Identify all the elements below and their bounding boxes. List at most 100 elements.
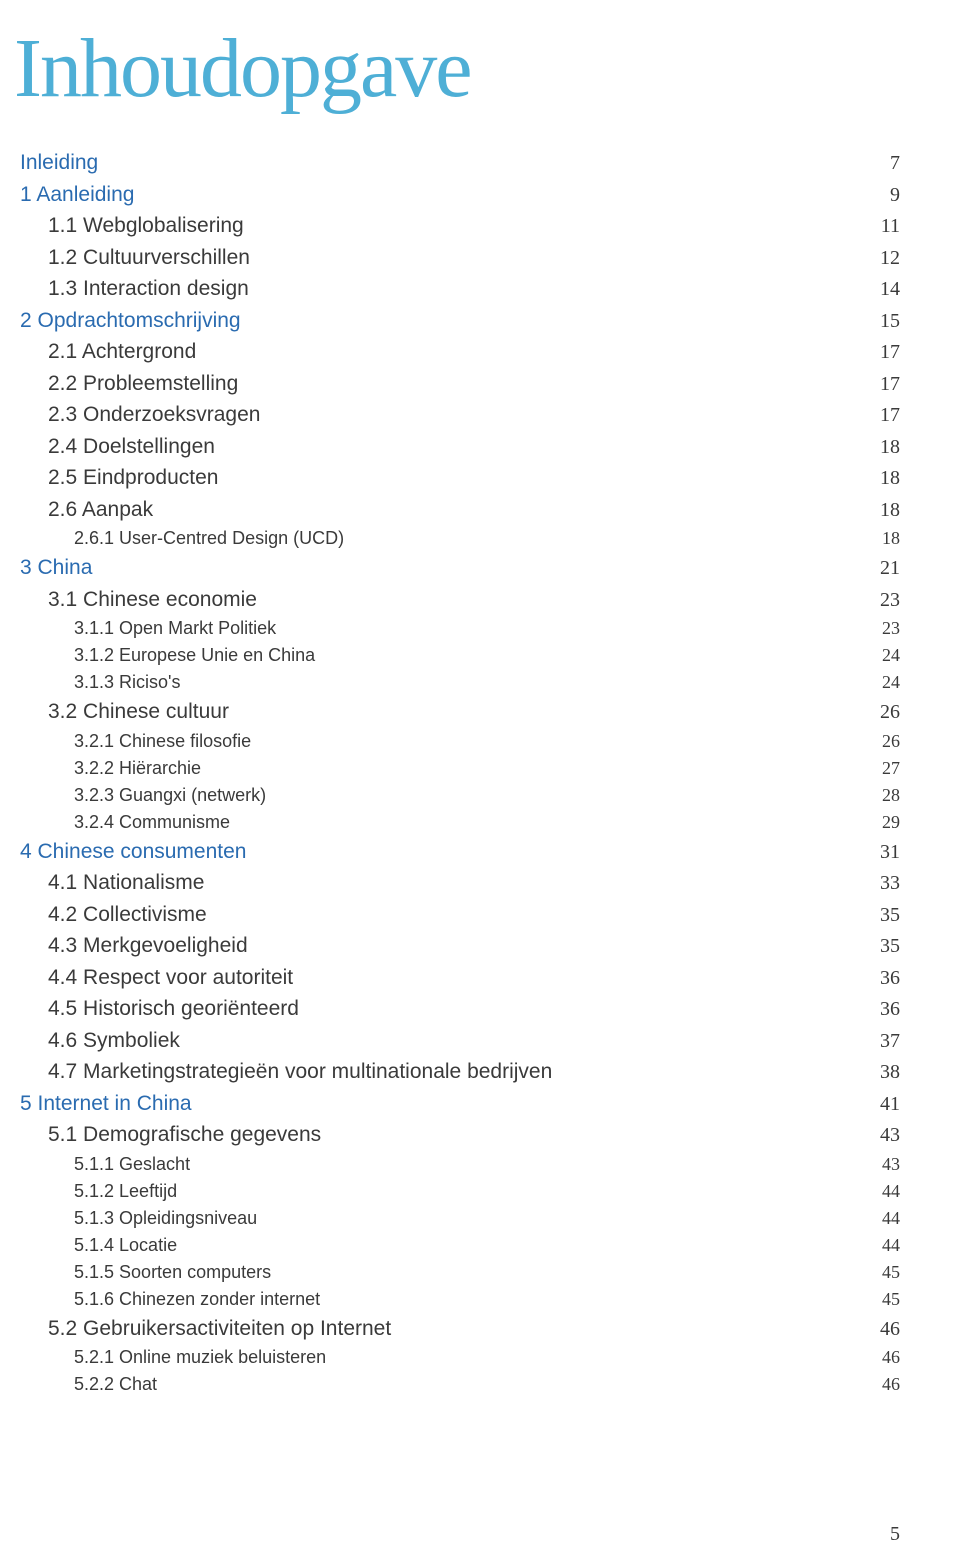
toc-entry: 3.2.4 Communisme 29 [20, 809, 900, 836]
toc-entry: 2.1 Achtergrond17 [20, 336, 900, 368]
toc-entry-label: 5.1.3 Opleidingsniveau [74, 1205, 862, 1232]
toc-entry-page: 35 [880, 900, 900, 930]
toc-entry: 5.1.3 Opleidingsniveau 44 [20, 1205, 900, 1232]
toc-entry: 4.1 Nationalisme 33 [20, 867, 900, 899]
toc-entry: 5.1.4 Locatie44 [20, 1232, 900, 1259]
toc-entry-label: 1.3 Interaction design [48, 273, 860, 305]
toc-entry-label: 3.1.1 Open Markt Politiek [74, 615, 862, 642]
toc-entry: 5.2.1 Online muziek beluisteren46 [20, 1344, 900, 1371]
toc-entry-page: 17 [880, 400, 900, 430]
toc-entry-label: 2.4 Doelstellingen [48, 431, 860, 463]
toc-entry: 2.6.1 User-Centred Design (UCD) 18 [20, 525, 900, 552]
page-title: Inhoudopgave [14, 20, 900, 117]
toc-entry-label: 5.1.6 Chinezen zonder internet [74, 1286, 862, 1313]
toc-entry-label: 2.3 Onderzoeksvragen [48, 399, 860, 431]
toc-entry-label: 4.1 Nationalisme [48, 867, 860, 899]
toc-entry-page: 23 [882, 615, 900, 642]
toc-entry: 2.6 Aanpak18 [20, 494, 900, 526]
toc-entry: 4.6 Symboliek37 [20, 1025, 900, 1057]
toc-entry-page: 36 [880, 963, 900, 993]
toc-entry-page: 21 [880, 553, 900, 583]
toc-entry: 3.2.3 Guangxi (netwerk) 28 [20, 782, 900, 809]
toc-entry-page: 44 [882, 1232, 900, 1259]
toc-entry: 3.1 Chinese economie 23 [20, 584, 900, 616]
toc-entry-page: 24 [882, 669, 900, 696]
toc-entry-label: 3.1.2 Europese Unie en China [74, 642, 862, 669]
toc-entry-page: 26 [882, 728, 900, 755]
toc-entry-label: 3.2.4 Communisme [74, 809, 862, 836]
toc-entry-page: 18 [882, 525, 900, 552]
toc-entry-page: 24 [882, 642, 900, 669]
toc-entry-page: 18 [880, 463, 900, 493]
toc-entry-page: 35 [880, 931, 900, 961]
toc-entry-page: 44 [882, 1205, 900, 1232]
toc-entry-page: 45 [882, 1286, 900, 1313]
toc-entry: 3.1.1 Open Markt Politiek 23 [20, 615, 900, 642]
toc-entry-label: 3.1.3 Riciso's [74, 669, 862, 696]
toc-entry-label: 3.2.3 Guangxi (netwerk) [74, 782, 862, 809]
toc-entry-page: 26 [880, 697, 900, 727]
toc-entry-page: 38 [880, 1057, 900, 1087]
toc-entry: 1 Aanleiding9 [20, 179, 900, 211]
toc-entry: 3.1.2 Europese Unie en China 24 [20, 642, 900, 669]
toc-entry-label: 2.6 Aanpak [48, 494, 860, 526]
toc-entry-label: 4.5 Historisch georiënteerd [48, 993, 860, 1025]
toc-entry-page: 28 [882, 782, 900, 809]
toc-entry-label: 5.2.2 Chat [74, 1371, 862, 1398]
toc-entry: Inleiding 7 [20, 147, 900, 179]
toc-entry-label: Inleiding [20, 147, 870, 179]
toc-entry-label: 1.1 Webglobalisering [48, 210, 861, 242]
toc-entry-page: 46 [882, 1371, 900, 1398]
toc-entry: 2 Opdrachtomschrijving15 [20, 305, 900, 337]
toc-entry-label: 3.2.2 Hiërarchie [74, 755, 862, 782]
toc-entry: 1.2 Cultuurverschillen12 [20, 242, 900, 274]
toc-entry: 3.1.3 Riciso's 24 [20, 669, 900, 696]
toc-entry-label: 3 China [20, 552, 860, 584]
toc-entry-page: 46 [882, 1344, 900, 1371]
toc-entry-label: 2.2 Probleemstelling [48, 368, 860, 400]
toc-entry: 5.1 Demografische gegevens 43 [20, 1119, 900, 1151]
toc-entry: 2.5 Eindproducten18 [20, 462, 900, 494]
toc-entry: 3.2.1 Chinese filosofie 26 [20, 728, 900, 755]
toc-entry: 4.3 Merkgevoeligheid35 [20, 930, 900, 962]
toc-entry-page: 17 [880, 369, 900, 399]
toc-entry-page: 33 [880, 868, 900, 898]
toc-entry: 5.1.2 Leeftijd44 [20, 1178, 900, 1205]
toc-entry: 2.2 Probleemstelling 17 [20, 368, 900, 400]
toc-entry-label: 4.4 Respect voor autoriteit [48, 962, 860, 994]
toc-entry-page: 17 [880, 337, 900, 367]
toc-entry: 2.3 Onderzoeksvragen 17 [20, 399, 900, 431]
toc-entry-label: 3.2.1 Chinese filosofie [74, 728, 862, 755]
toc-entry: 5.1.5 Soorten computers45 [20, 1259, 900, 1286]
toc-entry: 4.7 Marketingstrategieën voor multinatio… [20, 1056, 900, 1088]
toc-entry-page: 7 [890, 148, 900, 178]
toc-entry-label: 3.1 Chinese economie [48, 584, 860, 616]
toc-entry: 4.2 Collectivisme 35 [20, 899, 900, 931]
toc-entry-label: 5 Internet in China [20, 1088, 860, 1120]
page-number: 5 [890, 1523, 900, 1546]
toc-entry-page: 43 [882, 1151, 900, 1178]
toc-entry: 5.1.1 Geslacht43 [20, 1151, 900, 1178]
toc-entry: 5.2 Gebruikersactiviteiten op Internet46 [20, 1313, 900, 1345]
toc-entry-label: 2.6.1 User-Centred Design (UCD) [74, 525, 862, 552]
toc-entry-page: 27 [882, 755, 900, 782]
toc-entry-page: 23 [880, 585, 900, 615]
toc-entry-page: 29 [882, 809, 900, 836]
toc-entry-label: 5.1 Demografische gegevens [48, 1119, 860, 1151]
toc-entry-label: 4.2 Collectivisme [48, 899, 860, 931]
toc-entry-page: 36 [880, 994, 900, 1024]
toc-entry-page: 45 [882, 1259, 900, 1286]
table-of-contents: Inleiding 71 Aanleiding91.1 Webglobaliser… [20, 147, 900, 1398]
toc-entry-label: 4.7 Marketingstrategieën voor multinatio… [48, 1056, 860, 1088]
toc-entry-label: 5.2 Gebruikersactiviteiten op Internet [48, 1313, 860, 1345]
toc-entry: 4 Chinese consumenten31 [20, 836, 900, 868]
toc-entry: 1.1 Webglobalisering11 [20, 210, 900, 242]
toc-entry-page: 41 [880, 1089, 900, 1119]
toc-entry-page: 43 [880, 1120, 900, 1150]
toc-entry-page: 14 [880, 274, 900, 304]
toc-entry: 3.2.2 Hiërarchie 27 [20, 755, 900, 782]
toc-entry-page: 12 [880, 243, 900, 273]
toc-entry: 4.4 Respect voor autoriteit 36 [20, 962, 900, 994]
toc-entry: 5.1.6 Chinezen zonder internet 45 [20, 1286, 900, 1313]
toc-entry-label: 4 Chinese consumenten [20, 836, 860, 868]
